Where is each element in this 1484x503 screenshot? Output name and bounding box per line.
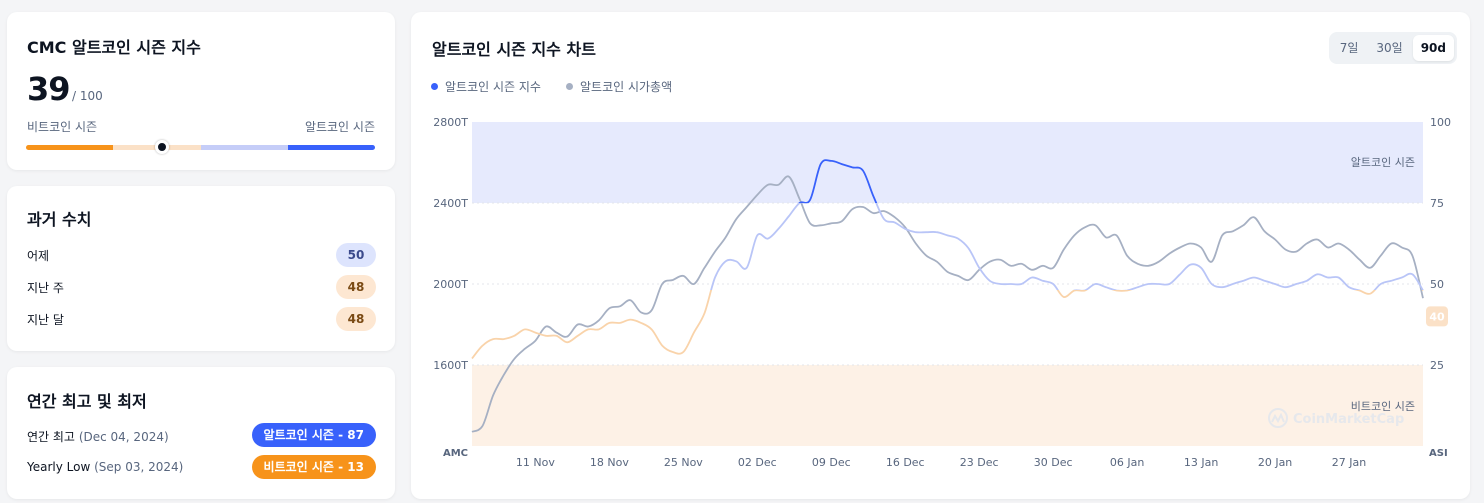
chart-plot[interactable]: 알트코인 시즌 비트코인 시즌 CoinMarketCap 2800T 2400T…: [411, 12, 1470, 499]
legend-dot-icon: [566, 83, 573, 90]
altcoin-season-high-badge: 알트코인 시즌 - 87: [251, 423, 376, 447]
history-row-last-month: 지난 달 48: [27, 307, 376, 331]
altcoin-season-zone: [472, 122, 1423, 203]
yearly-low-label: Yearly Low (Sep 03, 2024): [27, 460, 184, 474]
chart-title: 알트코인 시즌 지수 차트: [432, 40, 596, 59]
right-axis-label: ASI: [1429, 448, 1448, 459]
watermark-text: CoinMarketCap: [1293, 412, 1404, 427]
coinmarketcap-logo-icon: [1268, 408, 1288, 428]
index-value: 39: [27, 70, 71, 108]
yearly-card-title: 연간 최고 및 최저: [27, 392, 147, 411]
left-axis-tick-label: 1600T: [433, 359, 468, 372]
x-axis-tick-label: 13 Jan: [1184, 456, 1218, 469]
x-axis-tick-label: 30 Dec: [1034, 456, 1073, 469]
right-axis-tick-label: 50: [1430, 278, 1444, 291]
history-label: 어제: [27, 249, 50, 263]
legend-dot-icon: [431, 83, 438, 90]
history-row-yesterday: 어제 50: [27, 243, 376, 267]
left-axis-tick-label: 2000T: [433, 278, 468, 291]
x-axis-tick-label: 25 Nov: [664, 456, 703, 469]
history-card-title: 과거 수치: [27, 210, 92, 229]
scale-segment-alt-light: [200, 145, 288, 150]
history-label: 지난 달: [27, 313, 64, 327]
asi-series-line-lower: [471, 290, 1424, 360]
bitcoin-season-low-badge: 비트코인 시즌 - 13: [251, 455, 376, 479]
history-value-badge: 48: [336, 275, 376, 299]
yearly-low-row: Yearly Low (Sep 03, 2024) 비트코인 시즌 - 13: [27, 455, 376, 479]
x-axis-tick-label: 27 Jan: [1332, 456, 1366, 469]
bitcoin-season-label: 비트코인 시즌: [27, 120, 98, 134]
left-axis-label: AMC: [443, 448, 468, 459]
index-max: / 100: [72, 89, 103, 103]
range-90d-button[interactable]: 90d: [1412, 35, 1454, 61]
history-row-last-week: 지난 주 48: [27, 275, 376, 299]
right-axis-tick-label: 75: [1430, 197, 1444, 210]
yearly-high-label: 연간 최고 (Dec 04, 2024): [27, 430, 169, 444]
legend-altcoin-market-cap[interactable]: 알트코인 시가총액: [566, 78, 672, 95]
altcoin-season-zone-label: 알트코인 시즌: [1351, 155, 1415, 169]
x-axis-tick-label: 20 Jan: [1258, 456, 1292, 469]
x-axis-tick-label: 23 Dec: [960, 456, 999, 469]
x-axis-tick-label: 06 Jan: [1110, 456, 1144, 469]
x-axis-tick-label: 16 Dec: [886, 456, 925, 469]
market-cap-series-line: [471, 175, 1424, 433]
x-axis-tick-label: 02 Dec: [738, 456, 777, 469]
altcoin-season-index-card: CMC 알트코인 시즌 지수 39 / 100 비트코인 시즌 알트코인 시즌: [7, 12, 395, 170]
history-label: 지난 주: [27, 281, 64, 295]
x-axis-tick-label: 09 Dec: [812, 456, 851, 469]
range-toggle: 7일 30일 90d: [1328, 32, 1457, 64]
yearly-high-row: 연간 최고 (Dec 04, 2024) 알트코인 시즌 - 87: [27, 423, 376, 447]
right-axis-tick-label: 25: [1430, 359, 1444, 372]
scale-segment-bitcoin: [26, 145, 114, 150]
current-index-badge: 40: [1426, 306, 1448, 327]
coinmarketcap-watermark: CoinMarketCap: [1268, 408, 1404, 428]
historical-values-card: 과거 수치 어제 50 지난 주 48 지난 달 48: [7, 186, 395, 351]
altcoin-season-label: 알트코인 시즌: [304, 120, 375, 134]
legend-altcoin-season-index[interactable]: 알트코인 시즌 지수: [431, 78, 541, 95]
history-value-badge: 48: [336, 307, 376, 331]
bitcoin-season-zone-label: 비트코인 시즌: [1351, 400, 1415, 413]
left-axis-tick-label: 2400T: [433, 197, 468, 210]
yearly-high-date: (Dec 04, 2024): [78, 430, 169, 444]
bitcoin-season-zone: [472, 365, 1423, 446]
asi-series-line-upper: [710, 203, 1424, 290]
scale-segment-alt: [287, 145, 375, 150]
range-30d-button[interactable]: 30일: [1376, 41, 1403, 55]
svg-text:40: 40: [1429, 310, 1445, 323]
index-marker: [155, 140, 170, 154]
left-axis-tick-label: 2800T: [433, 116, 468, 129]
altcoin-season-chart-card: 알트코인 시즌 지수 차트 7일 30일 90d 알트코인 시즌 지수 알트코인…: [411, 12, 1470, 499]
season-scale-bar: [26, 145, 375, 150]
history-value-badge: 50: [336, 243, 376, 267]
yearly-high-low-card: 연간 최고 및 최저 연간 최고 (Dec 04, 2024) 알트코인 시즌 …: [7, 367, 395, 499]
x-axis-tick-label: 18 Nov: [590, 456, 629, 469]
index-card-title: CMC 알트코인 시즌 지수: [27, 38, 201, 57]
x-axis-tick-label: 11 Nov: [516, 456, 555, 469]
right-axis-tick-label: 100: [1430, 116, 1451, 129]
coinmarketcap-logo-mark-icon: [1271, 412, 1285, 424]
range-7d-button[interactable]: 7일: [1339, 41, 1359, 55]
yearly-low-date: (Sep 03, 2024): [94, 460, 184, 474]
